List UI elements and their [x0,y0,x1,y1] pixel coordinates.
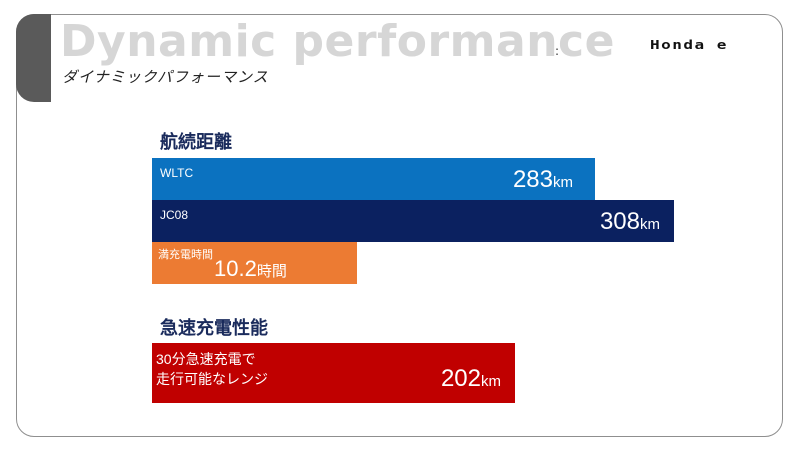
bar-value: 308km [600,208,660,236]
bar-label-line1: 30分急速充電で [156,351,256,367]
value-unit: 時間 [256,263,287,280]
value-number: 10.2 [214,256,257,281]
bar-jc08: JC08 308km [152,200,674,242]
page-subtitle: ダイナミックパフォーマンス [62,68,269,86]
value-number: 308 [599,208,640,235]
bar-label: WLTC [160,166,194,180]
bar-value: 283km [513,166,573,194]
fast-charge-heading: 急速充電性能 [160,318,268,339]
range-heading: 航続距離 [160,132,232,153]
value-unit: km [640,216,660,233]
bar-label: 30分急速充電で 走行可能なレンジ [156,349,268,389]
brand-logo: Honda e [650,36,728,53]
bar-wltc: WLTC 283km [152,158,595,200]
bar-label: JC08 [160,208,189,222]
value-number: 202 [440,365,481,392]
value-unit: km [481,373,501,390]
bar-value: 10.2時間 [214,256,287,282]
bar-full-charge-time: 満充電時間 10.2時間 [152,242,357,284]
page-title: Dynamic performance [60,16,615,67]
value-number: 283 [512,166,553,193]
value-unit: km [553,174,573,191]
bar-label-line2: 走行可能なレンジ [156,371,268,387]
bar-value: 202km [441,365,501,393]
side-tab-decoration [16,14,51,102]
bar-fast-charge: 30分急速充電で 走行可能なレンジ 202km [152,343,515,403]
title-colon: : [555,44,560,58]
bar-label: 満充電時間 [158,249,213,261]
